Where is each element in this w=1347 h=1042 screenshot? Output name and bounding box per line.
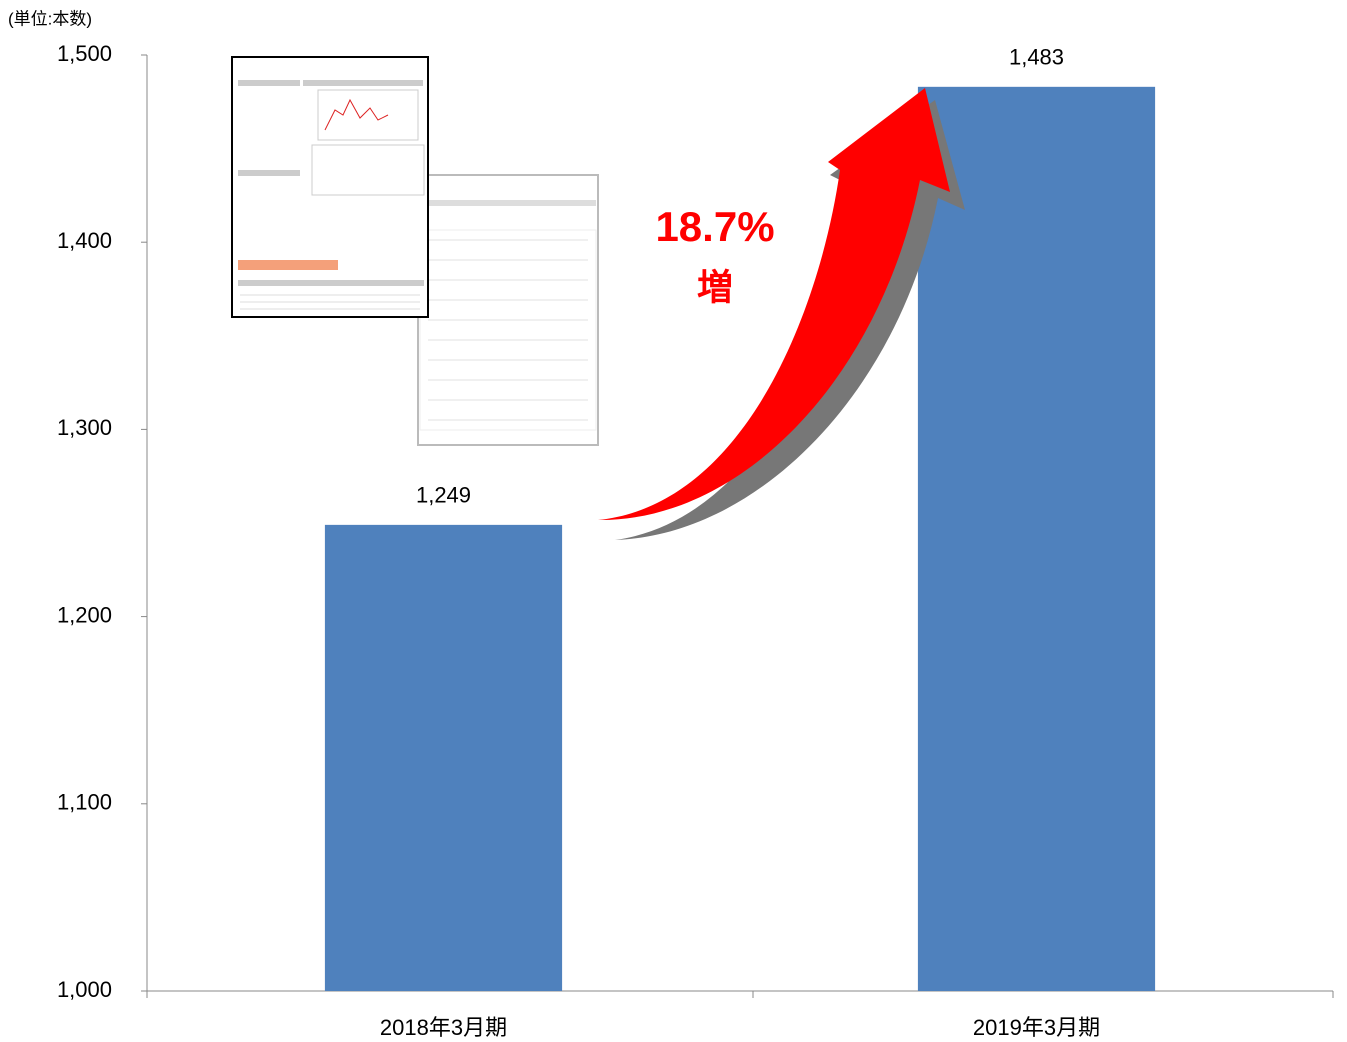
y-tick-label: 1,200 — [57, 602, 112, 627]
document-image — [417, 174, 599, 446]
y-tick-label: 1,000 — [57, 977, 112, 1002]
x-tick-label: 2018年3月期 — [380, 1015, 507, 1040]
y-tick-label: 1,100 — [57, 790, 112, 815]
arrow — [598, 88, 950, 521]
bar — [917, 86, 1156, 992]
y-tick-label: 1,500 — [57, 41, 112, 66]
value-label: 1,483 — [1009, 45, 1064, 70]
bar — [324, 524, 563, 991]
document-image — [231, 56, 429, 318]
unit-label: (単位:本数) — [8, 9, 92, 28]
annotation: 増 — [697, 267, 733, 308]
y-tick-label: 1,300 — [57, 415, 112, 440]
y-tick-label: 1,400 — [57, 228, 112, 253]
annotation: 18.7% — [655, 203, 774, 250]
x-tick-label: 2019年3月期 — [973, 1015, 1100, 1040]
value-label: 1,249 — [416, 483, 471, 508]
